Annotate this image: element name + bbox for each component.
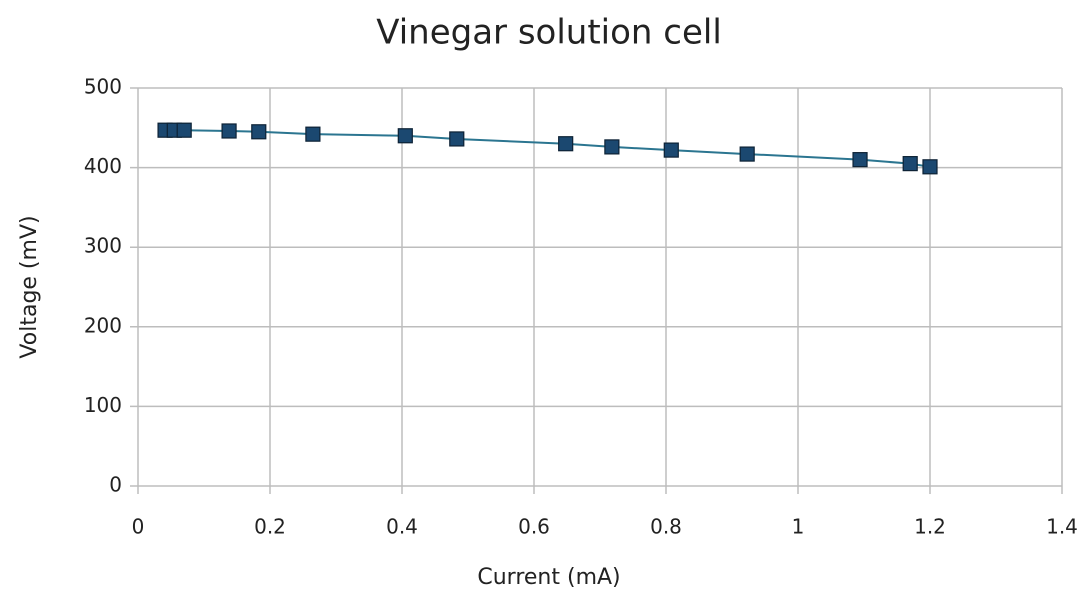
y-axis-label: Voltage (mV) xyxy=(17,215,42,358)
data-point xyxy=(397,128,413,144)
data-point xyxy=(739,146,755,162)
data-point xyxy=(305,126,321,142)
x-tick-label: 1 xyxy=(792,515,805,539)
x-tick-label: 0 xyxy=(132,515,145,539)
y-tick-label: 100 xyxy=(84,393,122,417)
data-point xyxy=(221,123,237,139)
data-point xyxy=(449,131,465,147)
data-point xyxy=(558,136,574,152)
x-tick-label: 0.6 xyxy=(518,515,550,539)
data-point xyxy=(251,124,267,140)
x-tick-label: 0.2 xyxy=(254,515,286,539)
series-line xyxy=(165,129,931,168)
x-tick-label: 0.4 xyxy=(386,515,418,539)
data-point xyxy=(604,139,620,155)
y-tick-label: 300 xyxy=(84,234,122,258)
data-point xyxy=(176,122,192,138)
y-tick-label: 0 xyxy=(109,473,122,497)
y-tick-label: 400 xyxy=(84,154,122,178)
x-axis-label: Current (mA) xyxy=(477,565,620,590)
y-tick-label: 500 xyxy=(84,75,122,99)
data-point xyxy=(663,142,679,158)
y-tick-label: 200 xyxy=(84,313,122,337)
x-tick-label: 0.8 xyxy=(650,515,682,539)
chart-title: Vinegar solution cell xyxy=(376,13,722,53)
data-point xyxy=(852,152,868,168)
x-tick-label: 1.4 xyxy=(1046,515,1078,539)
x-tick-label: 1.2 xyxy=(914,515,946,539)
data-point xyxy=(902,156,918,172)
data-point xyxy=(922,159,938,175)
